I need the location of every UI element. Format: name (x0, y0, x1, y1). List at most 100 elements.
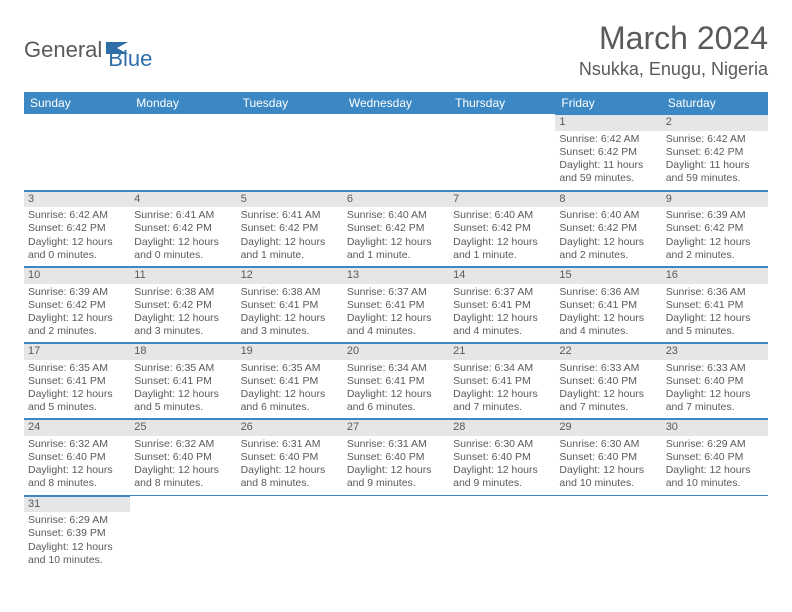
calendar-week: 24Sunrise: 6:32 AMSunset: 6:40 PMDayligh… (24, 419, 768, 495)
day-info-line: Sunset: 6:42 PM (559, 146, 657, 159)
calendar-day: 5Sunrise: 6:41 AMSunset: 6:42 PMDaylight… (237, 190, 343, 266)
day-info-line: Sunset: 6:42 PM (241, 222, 339, 235)
day-number: 10 (24, 267, 130, 284)
day-info-line: and 7 minutes. (559, 401, 657, 414)
day-info-line: Sunrise: 6:39 AM (666, 209, 764, 222)
calendar-empty (555, 495, 661, 571)
calendar-day: 7Sunrise: 6:40 AMSunset: 6:42 PMDaylight… (449, 190, 555, 266)
day-info-line: Sunset: 6:40 PM (134, 451, 232, 464)
day-info-line: Daylight: 12 hours (241, 464, 339, 477)
day-info-line: Sunset: 6:41 PM (347, 375, 445, 388)
calendar-day: 30Sunrise: 6:29 AMSunset: 6:40 PMDayligh… (662, 419, 768, 495)
day-info-line: and 9 minutes. (347, 477, 445, 490)
day-number: 11 (130, 267, 236, 284)
day-number: 21 (449, 343, 555, 360)
calendar-empty (24, 114, 130, 190)
day-info-line: and 6 minutes. (347, 401, 445, 414)
calendar-body: 1Sunrise: 6:42 AMSunset: 6:42 PMDaylight… (24, 114, 768, 571)
day-info-line: Sunset: 6:42 PM (28, 299, 126, 312)
day-info-line: Daylight: 12 hours (241, 236, 339, 249)
calendar-day: 16Sunrise: 6:36 AMSunset: 6:41 PMDayligh… (662, 266, 768, 342)
day-number: 12 (237, 267, 343, 284)
calendar-empty (237, 114, 343, 190)
day-info-line: Daylight: 12 hours (134, 312, 232, 325)
day-number: 15 (555, 267, 661, 284)
day-info-line: Sunset: 6:41 PM (241, 299, 339, 312)
day-number: 5 (237, 191, 343, 208)
day-info-line: and 4 minutes. (347, 325, 445, 338)
day-info-line: and 6 minutes. (241, 401, 339, 414)
day-info-line: Sunset: 6:41 PM (453, 375, 551, 388)
day-info-line: Sunrise: 6:31 AM (241, 438, 339, 451)
day-info-line: Sunrise: 6:29 AM (666, 438, 764, 451)
day-info-line: Sunset: 6:41 PM (134, 375, 232, 388)
day-info-line: and 3 minutes. (134, 325, 232, 338)
day-info-line: and 10 minutes. (28, 554, 126, 567)
day-info-line: Sunrise: 6:38 AM (241, 286, 339, 299)
day-info-line: Daylight: 12 hours (28, 312, 126, 325)
day-info-line: Sunset: 6:41 PM (241, 375, 339, 388)
day-info-line: Sunrise: 6:40 AM (347, 209, 445, 222)
calendar-day: 8Sunrise: 6:40 AMSunset: 6:42 PMDaylight… (555, 190, 661, 266)
day-info-line: Sunrise: 6:30 AM (559, 438, 657, 451)
day-info-line: and 8 minutes. (134, 477, 232, 490)
calendar-day: 23Sunrise: 6:33 AMSunset: 6:40 PMDayligh… (662, 343, 768, 419)
logo: General Blue (24, 28, 152, 72)
dayname-header: Tuesday (237, 92, 343, 114)
day-info-line: and 2 minutes. (559, 249, 657, 262)
day-info-line: Sunrise: 6:36 AM (666, 286, 764, 299)
calendar-week: 1Sunrise: 6:42 AMSunset: 6:42 PMDaylight… (24, 114, 768, 190)
day-info-line: Sunset: 6:40 PM (28, 451, 126, 464)
day-info-line: Daylight: 12 hours (559, 464, 657, 477)
calendar-day: 27Sunrise: 6:31 AMSunset: 6:40 PMDayligh… (343, 419, 449, 495)
day-info-line: and 5 minutes. (666, 325, 764, 338)
calendar-empty (237, 495, 343, 571)
day-number: 23 (662, 343, 768, 360)
dayname-row: SundayMondayTuesdayWednesdayThursdayFrid… (24, 92, 768, 114)
day-info-line: Daylight: 12 hours (666, 236, 764, 249)
day-info-line: and 1 minute. (453, 249, 551, 262)
day-info-line: Sunrise: 6:35 AM (134, 362, 232, 375)
calendar-empty (449, 495, 555, 571)
calendar-day: 31Sunrise: 6:29 AMSunset: 6:39 PMDayligh… (24, 495, 130, 571)
day-info-line: Sunrise: 6:42 AM (559, 133, 657, 146)
day-info-line: Daylight: 12 hours (241, 312, 339, 325)
day-number: 7 (449, 191, 555, 208)
calendar-table: SundayMondayTuesdayWednesdayThursdayFrid… (24, 92, 768, 571)
dayname-header: Wednesday (343, 92, 449, 114)
day-info-line: Sunrise: 6:40 AM (559, 209, 657, 222)
day-info-line: and 5 minutes. (134, 401, 232, 414)
calendar-day: 25Sunrise: 6:32 AMSunset: 6:40 PMDayligh… (130, 419, 236, 495)
day-info-line: Sunset: 6:42 PM (559, 222, 657, 235)
day-info-line: and 4 minutes. (453, 325, 551, 338)
day-number: 25 (130, 419, 236, 436)
day-info-line: and 0 minutes. (134, 249, 232, 262)
calendar-day: 4Sunrise: 6:41 AMSunset: 6:42 PMDaylight… (130, 190, 236, 266)
day-info-line: Daylight: 12 hours (453, 236, 551, 249)
day-info-line: Sunset: 6:41 PM (347, 299, 445, 312)
day-number: 29 (555, 419, 661, 436)
calendar-day: 12 Sunrise: 6:38 AMSunset: 6:41 PMDayligh… (237, 266, 343, 342)
day-info-line: and 8 minutes. (241, 477, 339, 490)
calendar-empty (130, 114, 236, 190)
day-info-line: Daylight: 12 hours (347, 236, 445, 249)
day-info-line: Sunrise: 6:41 AM (241, 209, 339, 222)
day-info-line: Sunrise: 6:35 AM (241, 362, 339, 375)
calendar-day: 1Sunrise: 6:42 AMSunset: 6:42 PMDaylight… (555, 114, 661, 190)
day-info-line: Daylight: 12 hours (666, 464, 764, 477)
day-info-line: Sunset: 6:41 PM (453, 299, 551, 312)
day-info-line: Sunrise: 6:36 AM (559, 286, 657, 299)
day-info-line: Daylight: 12 hours (453, 464, 551, 477)
day-info-line: and 10 minutes. (666, 477, 764, 490)
month-title: March 2024 (579, 20, 768, 57)
day-info-line: Sunrise: 6:40 AM (453, 209, 551, 222)
day-info-line: Daylight: 12 hours (559, 312, 657, 325)
calendar-day: 15Sunrise: 6:36 AMSunset: 6:41 PMDayligh… (555, 266, 661, 342)
day-info-line: Sunset: 6:41 PM (666, 299, 764, 312)
day-info-line: Sunset: 6:40 PM (347, 451, 445, 464)
day-info-line: Sunset: 6:40 PM (241, 451, 339, 464)
calendar-day: 19Sunrise: 6:35 AMSunset: 6:41 PMDayligh… (237, 343, 343, 419)
day-info-line: and 10 minutes. (559, 477, 657, 490)
location: Nsukka, Enugu, Nigeria (579, 59, 768, 80)
day-info-line: Daylight: 11 hours (666, 159, 764, 172)
